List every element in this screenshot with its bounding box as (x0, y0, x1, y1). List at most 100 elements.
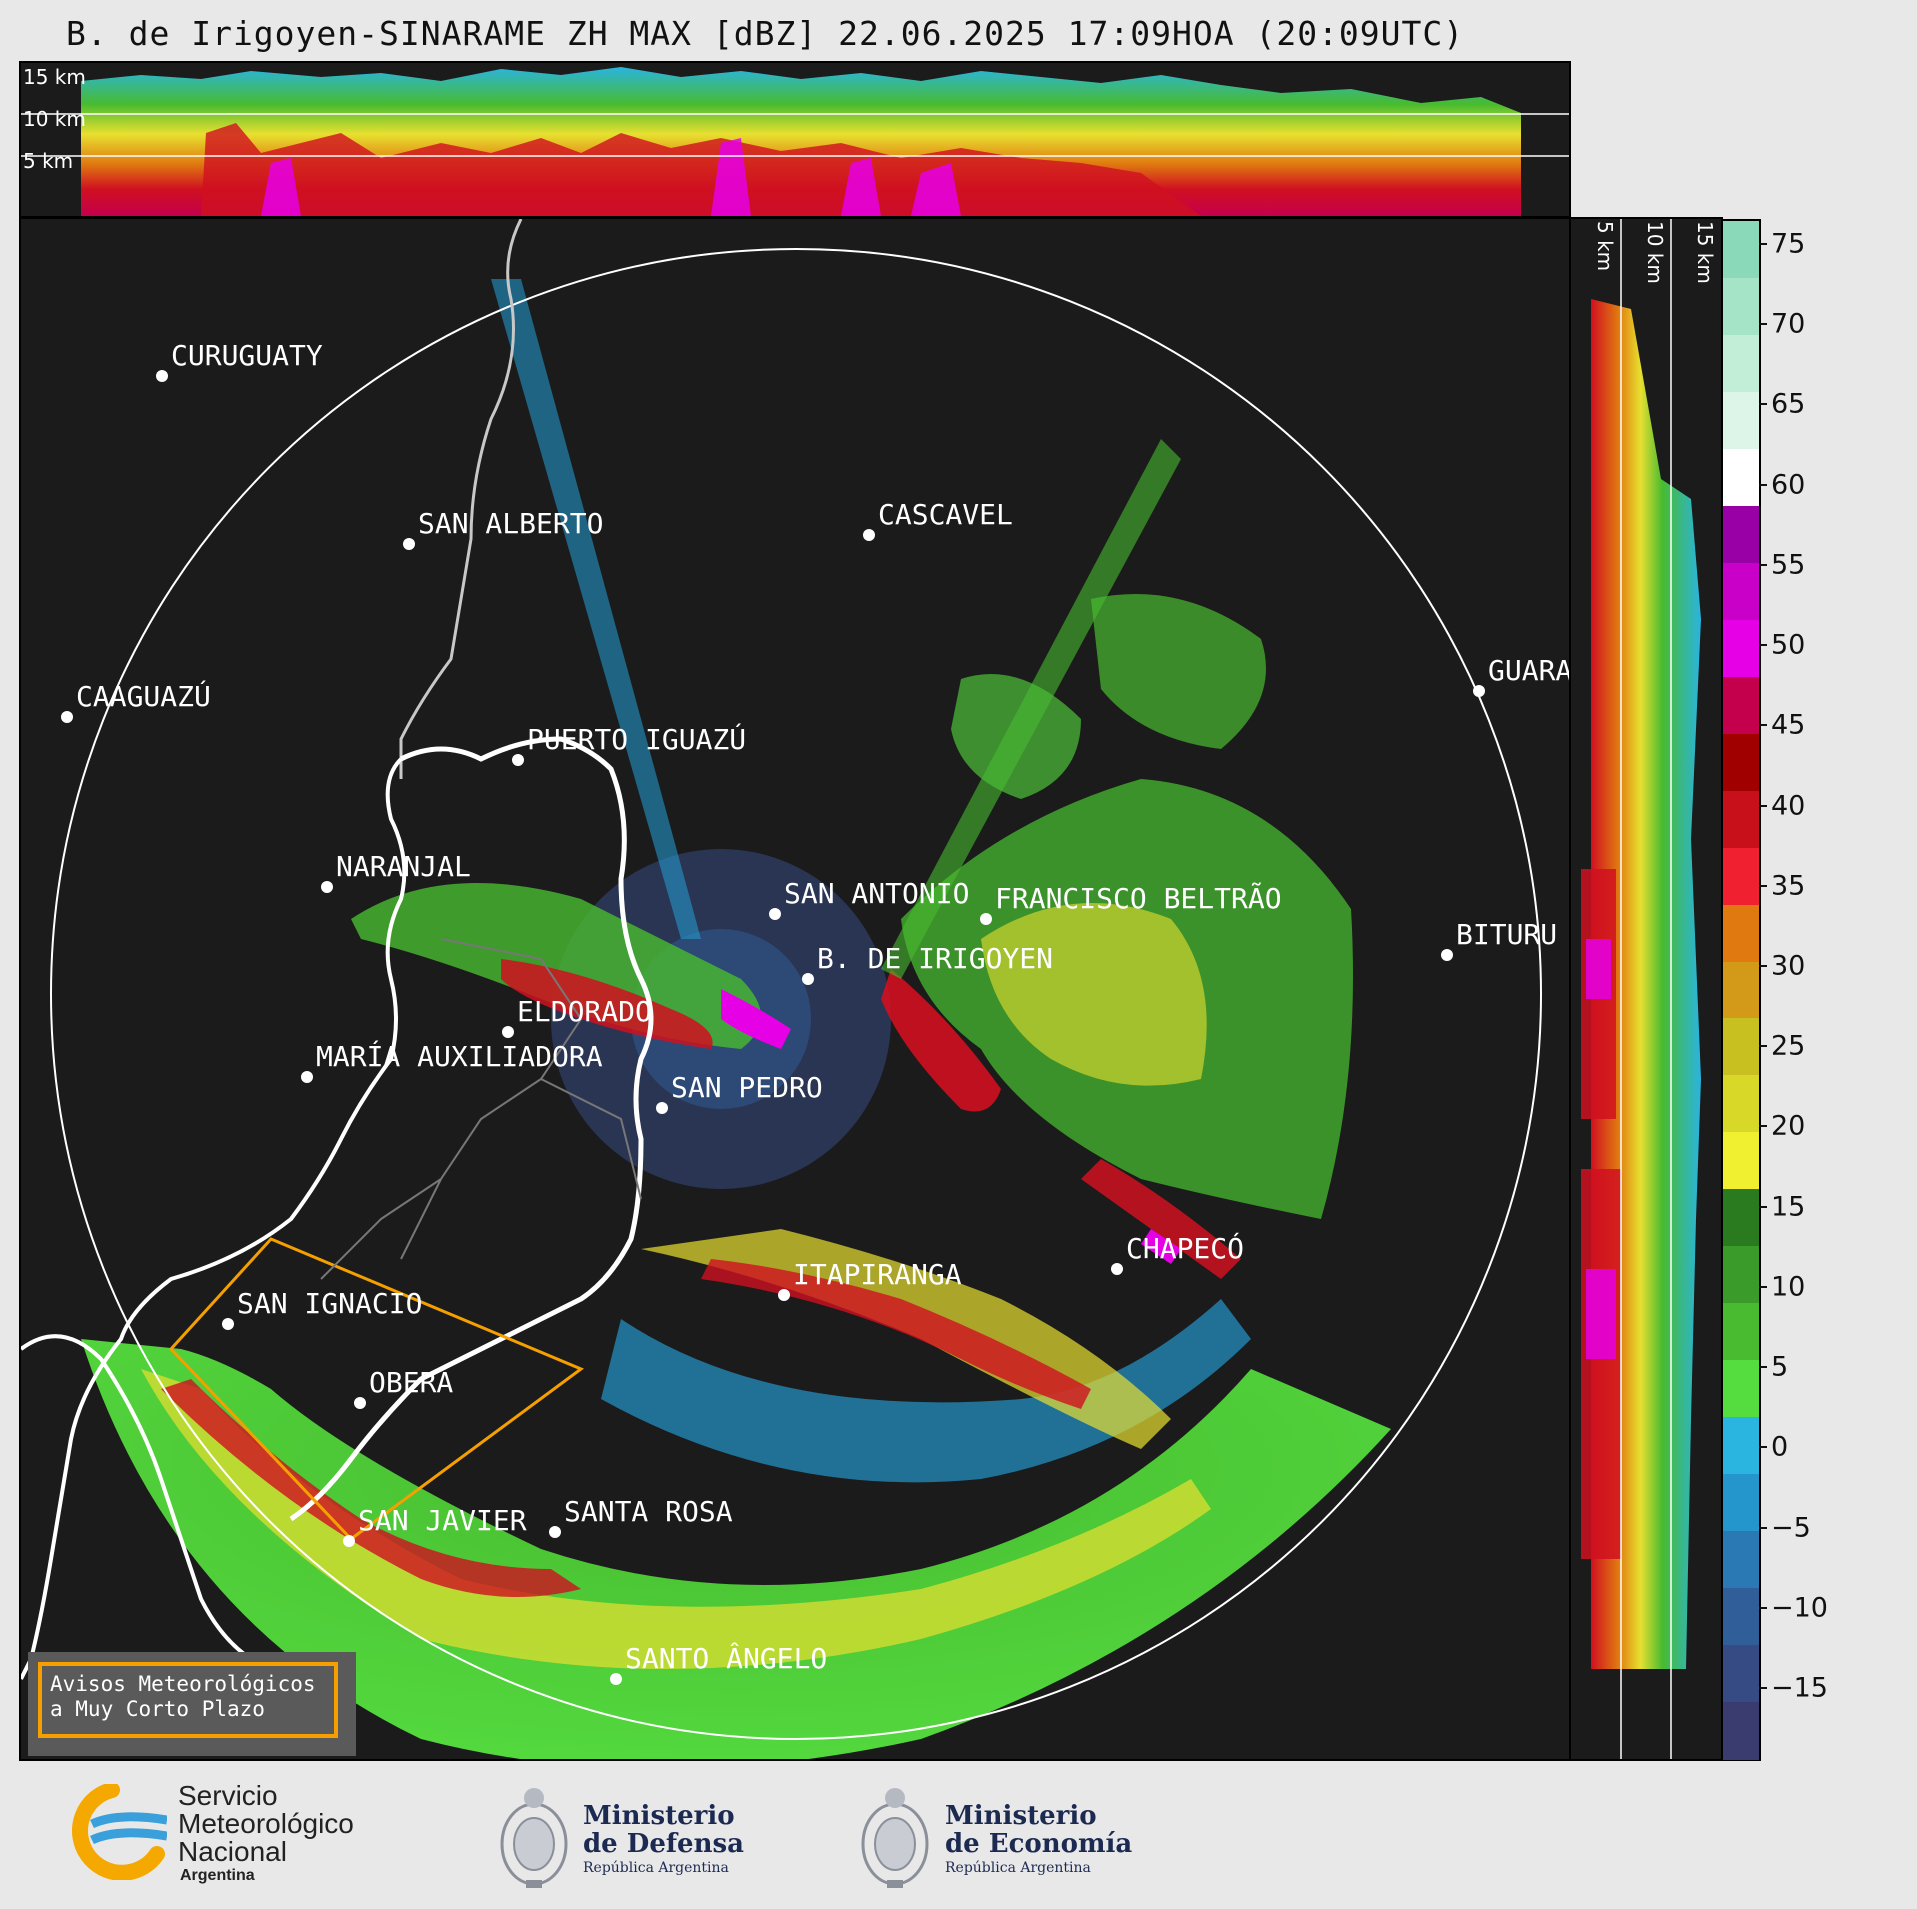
colorbar-band (1723, 1132, 1759, 1191)
colorbar-band (1723, 1645, 1759, 1704)
colorbar-tick-label: 30 (1771, 950, 1806, 982)
colorbar-tick-label: −10 (1771, 1592, 1828, 1624)
city-label-b-de-irigoyen: B. DE IRIGOYEN (817, 942, 1054, 975)
colorbar-tick-label: −15 (1771, 1672, 1828, 1704)
colorbar-band (1723, 448, 1759, 507)
city-dot-santo-angelo (610, 1673, 622, 1685)
colorbar-band (1723, 1075, 1759, 1134)
city-label-curuguaty: CURUGUATY (171, 339, 323, 372)
city-dot-chapeco (1111, 1263, 1123, 1275)
colorbar-band (1723, 221, 1759, 279)
side-height-label-15km: 15 km (1693, 221, 1717, 284)
city-dot-curuguaty (156, 370, 168, 382)
colorbar-band (1723, 847, 1759, 906)
height-label-5km: 5 km (23, 149, 74, 173)
colorbar-tick-label: 35 (1771, 870, 1806, 902)
city-dot-san-javier (343, 1535, 355, 1547)
colorbar-tick-mark (1759, 243, 1767, 245)
colorbar-tick-label: 20 (1771, 1110, 1806, 1142)
colorbar-tick-mark (1759, 1526, 1767, 1529)
city-label-san-alberto: SAN ALBERTO (418, 507, 604, 540)
city-label-guara: GUARA (1488, 654, 1571, 687)
warning-legend: Avisos Meteorológicos a Muy Corto Plazo (28, 1652, 356, 1756)
city-dot-francisco-beltrao (980, 913, 992, 925)
colorbar-band (1723, 1588, 1759, 1647)
colorbar-tick-label: 15 (1771, 1191, 1806, 1223)
city-label-san-ignacio: SAN IGNACIO (237, 1287, 423, 1320)
economia-line1: Ministerio (945, 1801, 1097, 1831)
colorbar-band (1723, 562, 1759, 621)
city-label-maria-auxiliadora: MARÍA AUXILIADORA (316, 1040, 603, 1073)
colorbar-band (1723, 1246, 1759, 1305)
economia-line3: República Argentina (945, 1860, 1091, 1876)
city-dot-san-pedro (656, 1102, 668, 1114)
city-dot-naranjal (321, 881, 333, 893)
defensa-line1: Ministerio (583, 1801, 735, 1831)
colorbar-band (1723, 676, 1759, 735)
colorbar-tick-mark (1759, 323, 1767, 326)
colorbar-band (1723, 1531, 1759, 1590)
height-label-10km: 10 km (23, 107, 86, 131)
city-dot-b-de-irigoyen (802, 973, 814, 985)
colorbar-band (1723, 277, 1759, 336)
height-label-15km: 15 km (23, 65, 86, 89)
colorbar-tick-mark (1759, 644, 1767, 647)
colorbar-tick-mark (1759, 884, 1767, 887)
city-dot-itapiranga (778, 1289, 790, 1301)
colorbar-tick-label: 25 (1771, 1030, 1806, 1062)
colorbar-tick-label: 5 (1771, 1351, 1789, 1383)
city-label-san-pedro: SAN PEDRO (671, 1071, 823, 1104)
radar-map[interactable]: CURUGUATY SAN ALBERTO CASCAVEL CAAGUAZÚ … (19, 217, 1571, 1761)
smn-logo-text: Servicio Meteorológico Nacional Argentin… (178, 1782, 354, 1886)
warning-legend-frame: Avisos Meteorológicos a Muy Corto Plazo (38, 1662, 338, 1738)
colorbar-tick-mark (1759, 483, 1767, 486)
economia-line2: de Economía (945, 1829, 1133, 1859)
colorbar-band (1723, 1360, 1759, 1419)
colorbar-tick-label: 10 (1771, 1271, 1806, 1303)
colorbar-tick-label: 65 (1771, 388, 1806, 420)
colorbar-band (1723, 961, 1759, 1020)
economia-seal-icon (857, 1776, 933, 1892)
colorbar-band (1723, 790, 1759, 849)
colorbar-tick-mark (1759, 1125, 1767, 1128)
ns-cross-section: 5 km 10 km 15 km (1569, 217, 1723, 1761)
city-label-san-javier: SAN JAVIER (358, 1504, 527, 1537)
colorbar-band (1723, 904, 1759, 963)
city-label-santa-rosa: SANTA ROSA (564, 1495, 733, 1528)
city-label-cascavel: CASCAVEL (878, 498, 1013, 531)
city-dot-san-antonio (769, 908, 781, 920)
smn-logo (57, 1782, 168, 1881)
colorbar-tick-mark (1759, 724, 1767, 727)
city-label-francisco-beltrao: FRANCISCO BELTRÃO (995, 882, 1282, 915)
colorbar-tick-mark (1759, 965, 1767, 967)
colorbar-tick-mark (1759, 804, 1767, 807)
smn-line2: Meteorológico (178, 1808, 354, 1839)
colorbar-tick-label: 75 (1771, 228, 1806, 260)
city-dot-bituru (1441, 949, 1453, 961)
economia-logo-text: Ministerio de Economía República Argenti… (945, 1802, 1132, 1878)
colorbar-tick-label: 45 (1771, 709, 1806, 741)
city-label-eldorado: ELDORADO (517, 995, 652, 1028)
colorbar-tick-label: 60 (1771, 469, 1806, 501)
colorbar-tick-mark (1759, 1687, 1767, 1689)
city-label-obera: OBERÁ (369, 1366, 454, 1399)
colorbar-band (1723, 505, 1759, 564)
city-dot-caaguazu (61, 711, 73, 723)
defensa-line2: de Defensa (583, 1829, 744, 1859)
defensa-line3: República Argentina (583, 1860, 729, 1876)
ns-echo-profile (1581, 219, 1701, 1759)
colorbar-tick-label: 55 (1771, 549, 1806, 581)
city-dot-san-ignacio (222, 1318, 234, 1330)
ew-cross-section: 15 km 10 km 5 km (19, 61, 1571, 218)
city-label-santo-angelo: SANTO ÂNGELO (625, 1642, 828, 1675)
colorbar-band (1723, 733, 1759, 792)
smn-line1: Servicio (178, 1780, 278, 1811)
colorbar-band (1723, 1702, 1759, 1760)
city-dot-puerto-iguazu (512, 754, 524, 766)
city-dot-cascavel (863, 529, 875, 541)
defensa-seal-icon (496, 1776, 572, 1892)
colorbar-tick-label: 70 (1771, 308, 1806, 340)
colorbar-tick-mark (1759, 1606, 1767, 1609)
city-dot-eldorado (502, 1026, 514, 1038)
colorbar-band (1723, 1189, 1759, 1248)
